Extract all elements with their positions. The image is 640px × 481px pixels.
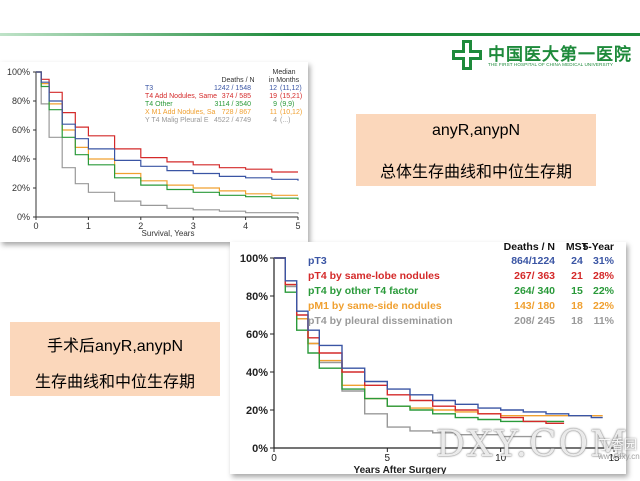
legend-header-five-year: 5-Year xyxy=(582,242,614,253)
legend-header-deaths: Deaths / N xyxy=(504,242,555,253)
x-tick-label: 2 xyxy=(138,221,143,231)
legend-entry-name: Y T4 Malig Pleural E xyxy=(145,117,209,124)
legend-entry-name: pT4 by pleural dissemination xyxy=(308,315,453,327)
legend-entry-deaths: 267/ 363 xyxy=(514,270,555,282)
legend-header-deaths: Deaths / N xyxy=(221,77,254,84)
legend-entry-ci: (11,12) xyxy=(280,85,302,92)
legend-header-mst: MST xyxy=(566,242,589,253)
legend-entry-name: X M1 Add Nodules, Sa xyxy=(145,109,216,116)
x-tick-label: 0 xyxy=(271,453,277,464)
legend-entry-deaths: 864/1224 xyxy=(511,255,555,267)
legend-entry-mst: 18 xyxy=(571,300,583,312)
callout-overall-line2: 总体生存曲线和中位生存期 xyxy=(379,164,572,181)
series-line xyxy=(274,257,603,419)
legend-entry-mst: 21 xyxy=(571,270,583,282)
watermark: DXY.COM xyxy=(436,424,629,465)
legend-entry-name: pT4 by other T4 factor xyxy=(308,285,418,297)
x-tick-label: 5 xyxy=(295,221,300,231)
y-tick-label: 20% xyxy=(246,405,268,417)
series-line xyxy=(36,71,298,173)
legend-entry-deaths: 143/ 180 xyxy=(514,300,555,312)
legend-entry-name: T4 Add Nodules, Same xyxy=(145,93,217,100)
legend-entry-name: pM1 by same-side nodules xyxy=(308,300,442,312)
legend-entry-five-year: 22% xyxy=(593,300,615,312)
callout-surgery-line2: 生存曲线和中位生存期 xyxy=(34,374,195,391)
legend-entry-name: pT4 by same-lobe nodules xyxy=(308,270,440,282)
y-tick-label: 40% xyxy=(12,154,30,164)
x-tick-label: 4 xyxy=(243,221,248,231)
legend-entry-name: T3 xyxy=(145,85,153,92)
series-line xyxy=(36,71,299,200)
legend-entry-deaths: 208/ 245 xyxy=(514,315,555,327)
survival-chart-overall: 0% 20% 40% 60% 80% 100% 0 1 2 3 4 5 Survival, Years M… xyxy=(0,62,308,242)
legend-entry-five-year: 22% xyxy=(593,285,615,297)
legend-entry-name: pT3 xyxy=(308,255,327,267)
legend-entry-ci: (...) xyxy=(280,117,291,124)
legend-entry-deaths: 374 / 585 xyxy=(222,93,251,100)
y-tick-label: 100% xyxy=(7,67,30,77)
callout-overall: anyR,anypN 总体生存曲线和中位生存期 xyxy=(356,114,596,186)
x-axis-label: Years After Surgery xyxy=(353,465,446,474)
legend-entry-median: 12 xyxy=(269,85,277,92)
legend-entry-five-year: 31% xyxy=(593,255,615,267)
series-line xyxy=(36,71,299,215)
y-tick-label: 0% xyxy=(252,443,268,455)
hospital-name: 中国医大第一医院 xyxy=(488,45,632,65)
legend-entry-deaths: 264/ 340 xyxy=(514,285,555,297)
series-line xyxy=(36,71,299,181)
callout-surgery-line1: 手术后anyR,anypN xyxy=(46,338,184,355)
legend-entry-mst: 18 xyxy=(571,315,583,327)
legend-entry-deaths: 1242 / 1548 xyxy=(214,85,251,92)
x-tick-label: 3 xyxy=(191,221,196,231)
legend-entry-ci: (9,9) xyxy=(280,101,294,108)
series-line xyxy=(36,71,298,196)
hospital-logo: 中国医大第一医院 THE FIRST HOSPITAL OF CHINA MED… xyxy=(452,38,638,74)
callout-overall-line1: anyR,anypN xyxy=(431,122,521,139)
legend-entry-mst: 15 xyxy=(571,285,583,297)
x-tick-label: 15 xyxy=(608,453,620,464)
legend-entry-median: 19 xyxy=(269,93,277,100)
legend-header-median: Median xyxy=(273,69,296,76)
x-tick-label: 1 xyxy=(86,221,91,231)
y-tick-label: 100% xyxy=(240,253,268,265)
legend-entry-five-year: 11% xyxy=(594,315,615,327)
legend-entry-name: T4 Other xyxy=(145,101,173,108)
survival-chart-surgery-svg: 0% 20% 40% 60% 80% 100% 0 5 10 15 Years After Surg… xyxy=(240,242,620,474)
x-tick-label: 0 xyxy=(33,221,38,231)
hospital-subtitle: THE FIRST HOSPITAL OF CHINA MEDICAL UNIV… xyxy=(488,62,614,67)
series-line xyxy=(274,257,565,424)
legend-entry-five-year: 28% xyxy=(593,270,615,282)
y-tick-label: 80% xyxy=(12,96,30,106)
legend-entry-median: 9 xyxy=(273,101,277,108)
legend-entry-median: 11 xyxy=(270,109,277,116)
y-tick-label: 40% xyxy=(246,367,268,379)
x-axis-label: Survival, Years xyxy=(142,229,195,238)
y-tick-label: 60% xyxy=(12,125,30,135)
series-line xyxy=(274,257,565,423)
legend-header-median-sub: in Months xyxy=(269,77,300,84)
callout-surgery: 手术后anyR,anypN 生存曲线和中位生存期 xyxy=(10,322,220,396)
legend-entry-deaths: 3114 / 3540 xyxy=(215,101,252,108)
legend-entry-deaths: 4522 / 4749 xyxy=(214,117,251,124)
y-tick-label: 0% xyxy=(17,212,30,222)
watermark-cn: 丁香园 xyxy=(598,437,638,452)
legend-entry-ci: (10,12) xyxy=(280,109,302,116)
legend-entry-deaths: 728 / 867 xyxy=(222,109,251,116)
watermark-url: www.dxy.cn xyxy=(598,452,640,461)
x-tick-label: 10 xyxy=(495,453,507,464)
y-tick-label: 80% xyxy=(246,291,268,303)
legend-entry-mst: 24 xyxy=(571,255,583,267)
y-tick-label: 20% xyxy=(12,183,30,193)
legend-entry-median: 4 xyxy=(273,117,277,124)
survival-chart-surgery: 0% 20% 40% 60% 80% 100% 0 5 10 15 Years After Surg… xyxy=(230,242,626,474)
legend-entry-ci: (15,21) xyxy=(280,93,302,100)
header-divider xyxy=(0,33,640,36)
x-tick-label: 5 xyxy=(385,453,391,464)
y-tick-label: 60% xyxy=(246,329,268,341)
hospital-cross-icon xyxy=(452,40,482,70)
